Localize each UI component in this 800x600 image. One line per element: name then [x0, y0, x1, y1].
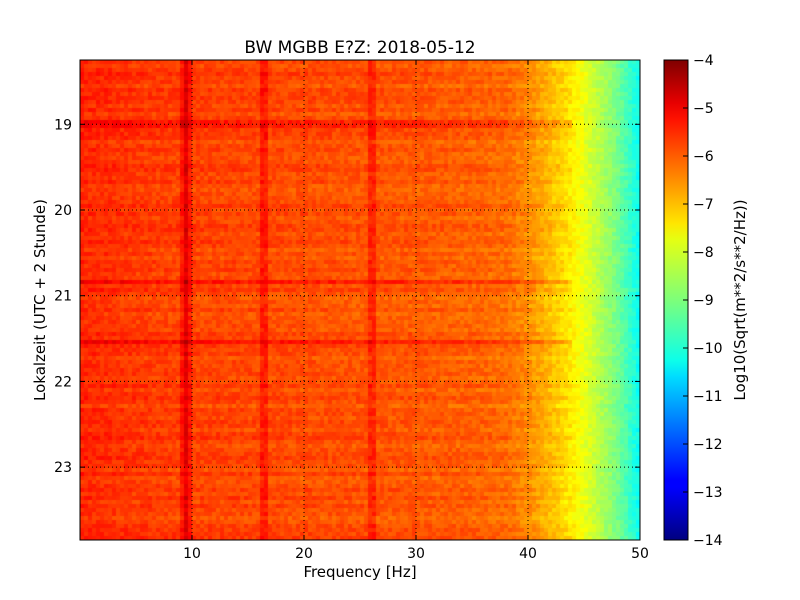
y-tick-label: 22 [54, 374, 72, 390]
plot-area [79, 59, 641, 541]
colorbar-tick-label: −4 [693, 53, 714, 69]
chart-title: BW MGBB E?Z: 2018-05-12 [244, 38, 475, 58]
colorbar-tick-label: −11 [693, 389, 723, 405]
x-tick-label: 10 [183, 546, 201, 562]
y-axis: 19 20 21 22 23 [54, 117, 640, 476]
x-tick-label: 50 [631, 546, 649, 562]
x-tick-label: 30 [407, 546, 425, 562]
heatmap [80, 60, 640, 540]
colorbar-label: Log10(Sqrt(m**2/s**2/Hz)) [731, 199, 749, 400]
x-tick-label: 40 [519, 546, 537, 562]
colorbar-tick-label: −9 [693, 293, 714, 309]
colorbar-tick-label: −12 [693, 437, 723, 453]
x-tick-label: 20 [295, 546, 313, 562]
colorbar-ticks: −4 −5 −6 −7 −8 −9 −10 −11 −12 −13 −14 [683, 53, 723, 549]
x-axis: 10 20 30 40 50 [183, 60, 649, 562]
y-axis-label: Lokalzeit (UTC + 2 Stunde) [31, 199, 49, 401]
colorbar-tick-label: −6 [693, 149, 714, 165]
plot-frame [79, 59, 641, 541]
colorbar-tick-label: −10 [693, 341, 723, 357]
colorbar-tick-label: −7 [693, 197, 714, 213]
colorbar-tick-label: −13 [693, 485, 723, 501]
colorbar-tick-label: −8 [693, 245, 714, 261]
grid-lines [80, 60, 640, 540]
colorbar: −4 −5 −6 −7 −8 −9 −10 −11 −12 −13 −14 Log10(Sqrt(m… [663, 53, 749, 549]
colorbar-tick-label: −14 [693, 533, 723, 549]
y-tick-label: 20 [54, 203, 72, 219]
y-tick-label: 21 [54, 289, 72, 305]
y-tick-label: 19 [54, 117, 72, 133]
y-tick-label: 23 [54, 460, 72, 476]
heatmap-cells [80, 60, 640, 540]
colorbar-tick-label: −5 [693, 101, 714, 117]
x-axis-label: Frequency [Hz] [303, 563, 416, 581]
